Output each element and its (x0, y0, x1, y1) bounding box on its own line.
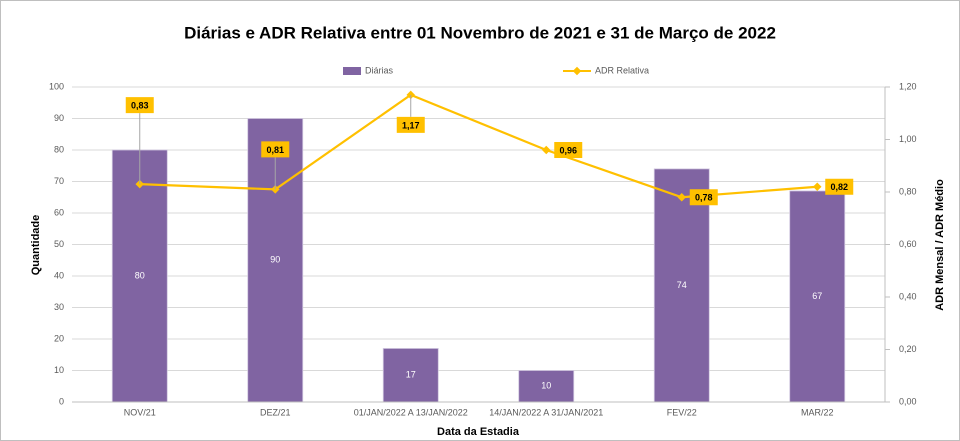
y2-tick-label: 0,20 (899, 344, 917, 354)
y-tick-label: 0 (59, 396, 64, 406)
y2-tick-label: 1,00 (899, 134, 917, 144)
x-tick-label: 14/JAN/2022 A 31/JAN/2021 (489, 407, 603, 417)
chart-title: Diárias e ADR Relativa entre 01 Novembro… (184, 23, 776, 42)
value-label-box (261, 141, 290, 158)
bar (382, 348, 439, 403)
x-tick-label: FEV/22 (667, 407, 697, 417)
y-tick-label: 50 (54, 239, 64, 249)
bar-value-label: 80 (135, 270, 145, 280)
y-tick-label: 100 (49, 81, 64, 91)
bar-value-label: 67 (812, 291, 822, 301)
line-value-label: 0,83 (131, 101, 149, 111)
line-value-label: 0,81 (266, 145, 284, 155)
y-tick-label: 20 (54, 333, 64, 343)
bar (518, 370, 575, 403)
x-tick-label: NOV/21 (124, 407, 156, 417)
bar (111, 149, 168, 403)
y-tick-label: 60 (54, 207, 64, 217)
y2-tick-label: 1,20 (899, 81, 917, 91)
line-value-label: 0,82 (830, 182, 848, 192)
y-tick-label: 10 (54, 365, 64, 375)
y-tick-label: 70 (54, 176, 64, 186)
y-tick-label: 40 (54, 270, 64, 280)
y-tick-label: 30 (54, 302, 64, 312)
value-label-box (554, 142, 583, 158)
y2-tick-label: 0,00 (899, 396, 917, 406)
line-value-label: 0,96 (559, 145, 577, 155)
x-tick-label: MAR/22 (801, 407, 834, 417)
y2-axis-title: ADR Mensal / ADR Médio (934, 179, 946, 311)
line-value-label: 1,17 (402, 120, 420, 130)
value-label-box (396, 116, 425, 133)
legend-label: Diárias (365, 65, 394, 75)
bar-value-label: 90 (270, 255, 280, 265)
legend-label: ADR Relativa (595, 65, 649, 75)
y2-tick-label: 0,60 (899, 239, 917, 249)
line-value-label: 0,78 (695, 193, 713, 203)
legend-swatch (343, 67, 361, 75)
bar (789, 190, 846, 403)
bar-value-label: 17 (406, 370, 416, 380)
bar-value-label: 74 (677, 280, 687, 290)
value-label-box (125, 97, 154, 114)
y-tick-label: 90 (54, 113, 64, 123)
y-axis-title: Quantidade (30, 215, 42, 276)
y-tick-label: 80 (54, 144, 64, 154)
value-label-box (689, 189, 718, 206)
x-axis-title: Data da Estadia (437, 426, 520, 438)
bar-value-label: 10 (541, 381, 551, 391)
value-label-box (825, 178, 854, 195)
y2-tick-label: 0,40 (899, 291, 917, 301)
x-tick-label: DEZ/21 (260, 407, 291, 417)
y2-tick-label: 0,80 (899, 186, 917, 196)
x-tick-label: 01/JAN/2022 A 13/JAN/2022 (354, 407, 468, 417)
